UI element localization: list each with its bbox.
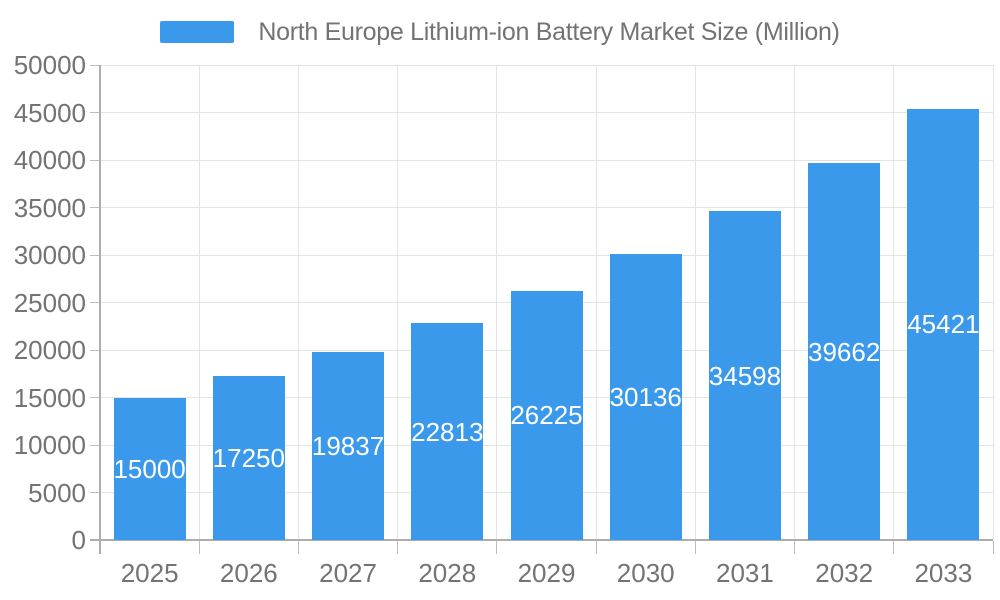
y-axis-tick: [90, 302, 100, 303]
gridline-horizontal: [100, 254, 993, 256]
x-tick-label: 2026: [219, 558, 278, 588]
y-tick-label: 20000: [13, 335, 86, 365]
x-tick-label: 2028: [418, 558, 477, 588]
gridline-vertical: [893, 65, 895, 540]
x-tick-label: 2030: [616, 558, 675, 588]
x-tick-label: 2027: [319, 558, 377, 588]
bar-value-label: 45421: [907, 309, 980, 340]
bar-value-label: 30136: [609, 381, 682, 412]
bar-value-label: 34598: [708, 360, 782, 391]
y-tick-label: 15000: [13, 382, 86, 413]
bar-2029: [510, 290, 583, 540]
x-axis-tick: [992, 541, 994, 554]
y-tick-label: 0: [71, 525, 86, 555]
y-tick-label: 5000: [28, 477, 86, 508]
x-axis-tick: [794, 541, 796, 554]
x-axis-tick: [397, 541, 399, 554]
x-axis-tick: [496, 541, 498, 554]
gridline-vertical: [992, 65, 994, 540]
gridline-vertical: [198, 65, 200, 540]
bar-2027: [312, 351, 385, 540]
x-axis-tick: [595, 541, 597, 554]
y-axis-tick: [90, 254, 100, 256]
y-tick-label: 25000: [13, 287, 86, 318]
x-axis-line: [90, 539, 993, 541]
x-tick-label: 2029: [517, 558, 576, 588]
gridline-horizontal: [100, 159, 993, 161]
y-axis-tick: [90, 159, 100, 161]
gridline-vertical: [496, 65, 498, 540]
gridline-vertical: [595, 65, 597, 540]
y-axis-tick: [90, 444, 100, 446]
gridline-vertical: [397, 65, 399, 540]
y-axis-tick: [90, 397, 100, 398]
bar-2026: [212, 376, 285, 540]
bar-2030: [609, 253, 682, 540]
x-axis-tick: [297, 541, 299, 554]
bar-2031: [708, 211, 781, 540]
y-axis-tick: [90, 64, 100, 66]
bar-value-label: 19837: [311, 430, 385, 461]
y-tick-label: 40000: [13, 145, 86, 175]
gridline-horizontal: [100, 112, 993, 113]
y-tick-label: 45000: [13, 97, 86, 128]
y-tick-label: 50000: [13, 50, 86, 80]
x-tick-label: 2033: [914, 558, 973, 588]
legend-swatch-icon: [160, 21, 235, 43]
x-axis-tick: [893, 541, 895, 554]
bar-2025: [113, 397, 186, 540]
y-axis-tick: [90, 112, 100, 113]
bar-value-label: 26225: [510, 400, 583, 431]
x-tick-label: 2032: [815, 558, 874, 588]
bar-value-label: 39662: [808, 336, 881, 367]
y-tick-label: 35000: [13, 192, 86, 223]
y-axis-tick: [90, 207, 100, 208]
bar-2032: [808, 163, 881, 540]
legend-label: North Europe Lithium-ion Battery Market …: [258, 17, 840, 46]
bar-value-label: 15000: [113, 453, 186, 484]
y-tick-label: 30000: [13, 240, 86, 270]
y-axis-tick: [90, 349, 100, 351]
gridline-vertical: [694, 65, 696, 540]
bar-2028: [411, 323, 484, 540]
gridline-horizontal: [100, 207, 993, 208]
y-tick-label: 10000: [13, 430, 86, 460]
x-tick-label: 2025: [120, 558, 179, 588]
x-tick-label: 2031: [716, 558, 774, 588]
y-axis-line: [99, 65, 101, 554]
gridline-vertical: [794, 65, 796, 540]
gridline-horizontal: [100, 64, 993, 66]
gridline-vertical: [297, 65, 299, 540]
y-axis-tick: [90, 492, 100, 493]
x-axis-tick: [198, 541, 200, 554]
x-axis-tick: [694, 541, 696, 554]
chart-legend[interactable]: North Europe Lithium-ion Battery Market …: [0, 17, 1000, 47]
bar-value-label: 17250: [212, 443, 285, 474]
bar-2033: [907, 108, 980, 540]
bar-value-label: 22813: [411, 416, 484, 447]
